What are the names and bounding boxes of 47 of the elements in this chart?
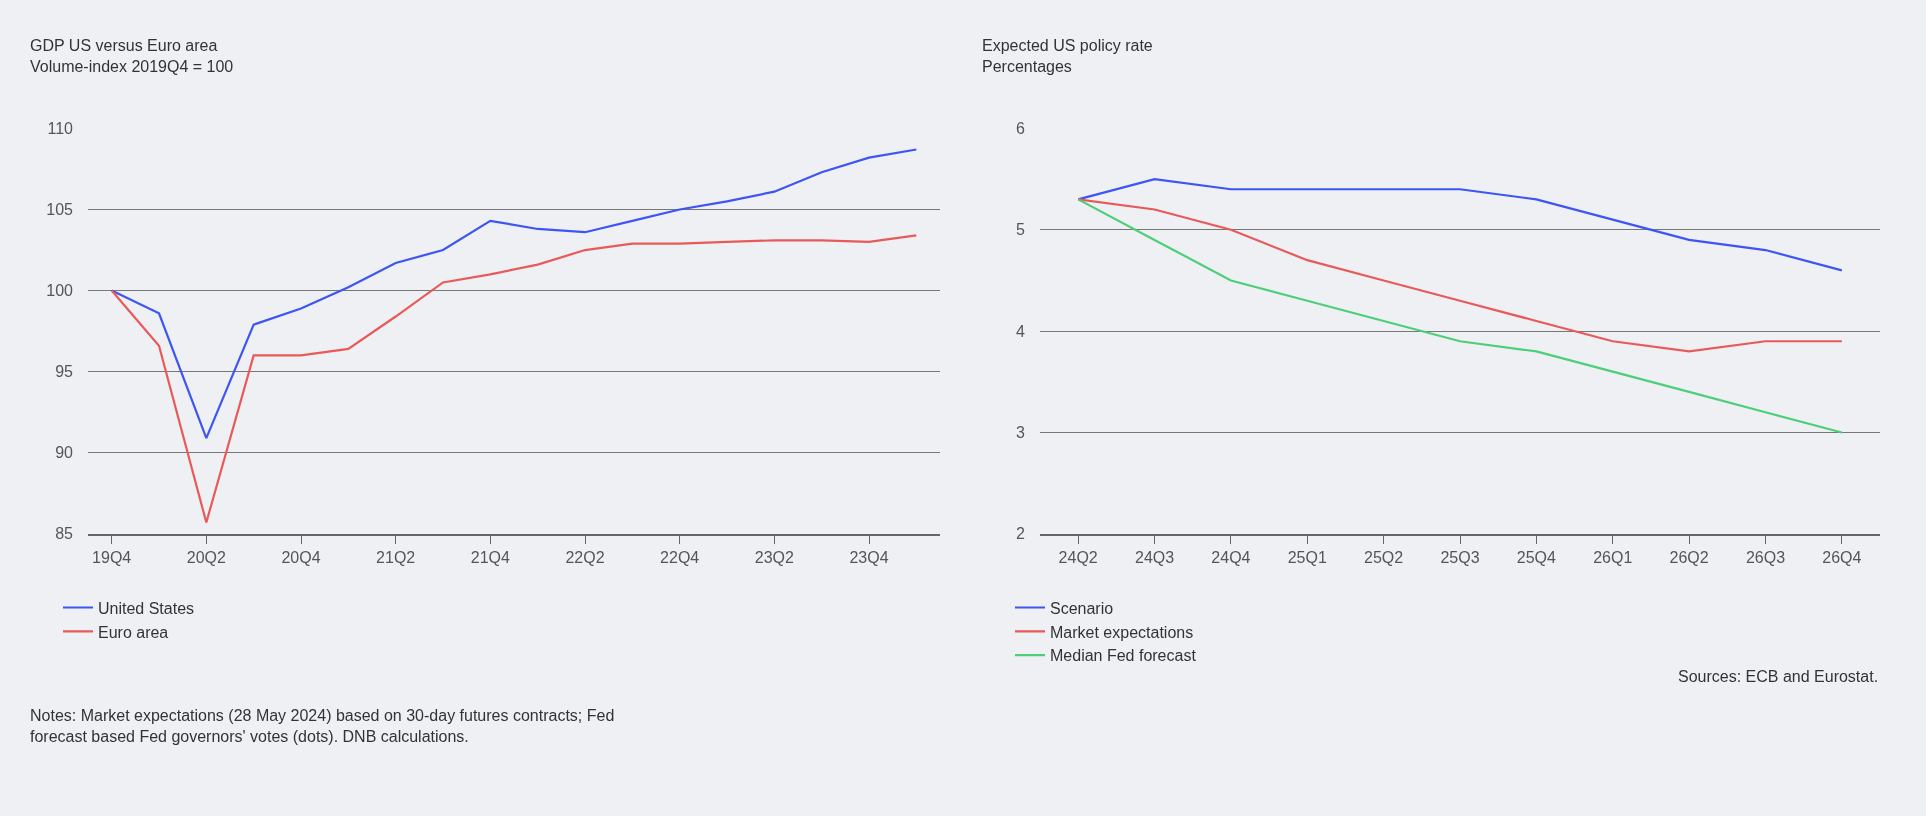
x-tick-label: 26Q1 [1593,548,1633,566]
chart-subtitle: Volume-index 2019Q4 = 100 [30,57,234,75]
legend-label: Scenario [1050,599,1114,617]
y-tick-label: 2 [1016,525,1026,543]
y-tick-label: 105 [46,201,74,219]
y-tick-label: 5 [1016,221,1026,239]
legend-label: Euro area [98,623,169,641]
legend-label: Market expectations [1050,623,1194,641]
x-tick-label: 22Q4 [660,548,700,566]
x-tick-label: 26Q2 [1669,548,1709,566]
x-tick-label: 24Q2 [1058,548,1098,566]
x-tick-label: 25Q3 [1440,548,1480,566]
x-tick-label: 25Q4 [1516,548,1557,566]
chart-title: Expected US policy rate [982,37,1153,54]
source-note: Sources: ECB and Eurostat. [1678,668,1879,685]
y-tick-label: 4 [1016,322,1026,340]
y-tick-label: 90 [55,444,74,462]
text: Notes: Market expectations (28 May 2024) based on 30-day futures contracts; Fed forecast based Fed governors' votes (dots). DNB calculations. [30,707,615,745]
x-tick-label: 19Q4 [92,548,132,566]
line-series [1077,198,1843,434]
chart-subtitle: Percentages [982,57,1072,75]
y-tick-label: 100 [46,282,74,300]
x-tick-label: 20Q2 [186,548,226,566]
legend-label: United States [98,599,195,617]
line-series [110,148,918,440]
x-tick-label: 24Q3 [1134,548,1175,566]
y-tick-label: 6 [1016,120,1026,138]
x-tick-label: 22Q2 [565,548,605,566]
x-tick-label: 25Q2 [1364,548,1404,566]
x-tick-label: 26Q3 [1745,548,1786,566]
legend-label: Median Fed forecast [1050,647,1197,665]
y-tick-label: 110 [47,120,74,138]
x-tick-label: 23Q2 [754,548,794,566]
y-tick-label: 3 [1016,424,1026,442]
x-tick-label: 26Q4 [1822,548,1862,566]
line-series [1077,178,1843,272]
x-tick-label: 21Q4 [470,548,510,566]
x-tick-label: 23Q4 [849,548,889,566]
line-series [110,234,918,524]
line-series [1077,198,1843,353]
x-tick-label: 21Q2 [376,548,416,566]
chart-title: GDP US versus Euro area [30,37,218,54]
x-tick-label: 24Q4 [1211,548,1251,566]
y-tick-label: 95 [55,363,74,381]
y-tick-label: 85 [55,525,74,543]
x-tick-label: 20Q4 [281,548,321,566]
x-tick-label: 25Q1 [1287,548,1327,566]
